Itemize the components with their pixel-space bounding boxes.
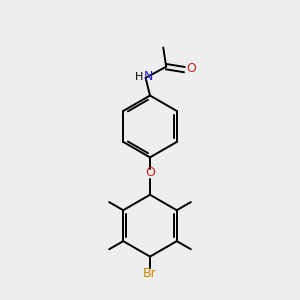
Text: N: N (143, 70, 153, 83)
Text: O: O (186, 62, 196, 75)
Text: O: O (145, 166, 155, 179)
Text: Br: Br (143, 267, 157, 280)
Text: H: H (135, 72, 143, 82)
